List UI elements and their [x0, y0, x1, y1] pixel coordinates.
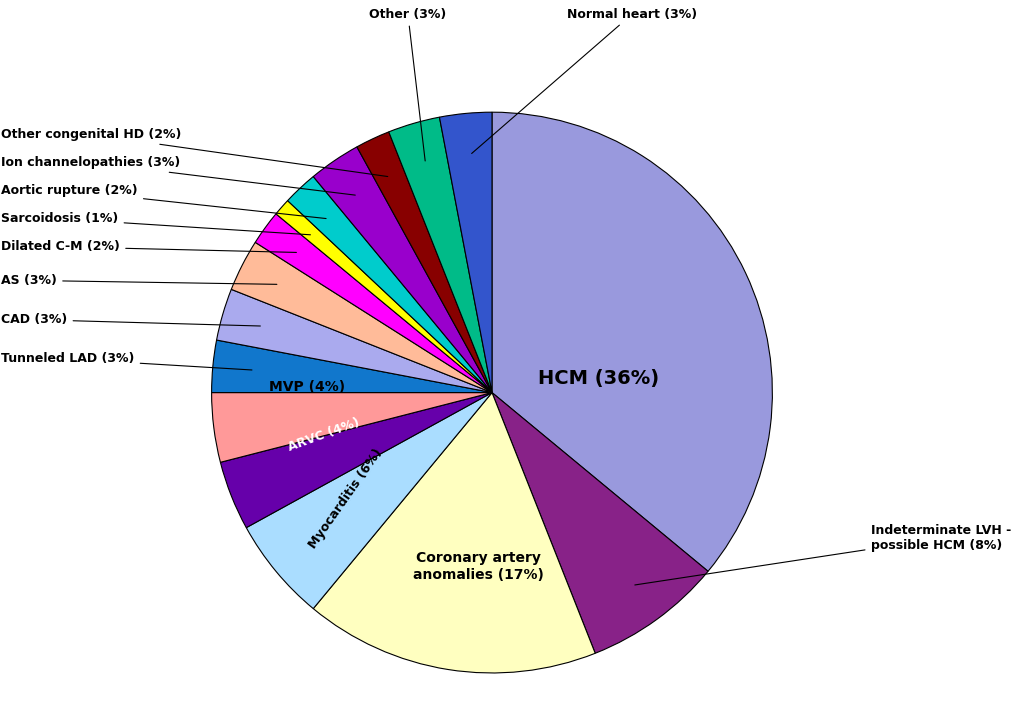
Wedge shape	[492, 392, 708, 653]
Text: Aortic rupture (2%): Aortic rupture (2%)	[1, 184, 326, 218]
Wedge shape	[492, 112, 772, 571]
Wedge shape	[220, 392, 492, 528]
Text: Indeterminate LVH -
possible HCM (8%): Indeterminate LVH - possible HCM (8%)	[635, 524, 1011, 585]
Wedge shape	[313, 392, 595, 673]
Wedge shape	[313, 147, 492, 392]
Text: ARVC (4%): ARVC (4%)	[286, 415, 361, 454]
Text: Normal heart (3%): Normal heart (3%)	[472, 8, 697, 153]
Wedge shape	[212, 340, 492, 392]
Text: Tunneled LAD (3%): Tunneled LAD (3%)	[1, 352, 252, 370]
Text: Ion channelopathies (3%): Ion channelopathies (3%)	[1, 156, 355, 195]
Text: Dilated C-M (2%): Dilated C-M (2%)	[1, 241, 296, 253]
Text: Other (3%): Other (3%)	[370, 8, 446, 161]
Wedge shape	[288, 177, 492, 392]
Wedge shape	[231, 242, 492, 392]
Text: Other congenital HD (2%): Other congenital HD (2%)	[1, 128, 388, 177]
Text: AS (3%): AS (3%)	[1, 274, 276, 287]
Wedge shape	[247, 392, 492, 609]
Text: Coronary artery
anomalies (17%): Coronary artery anomalies (17%)	[413, 551, 544, 581]
Wedge shape	[439, 112, 492, 392]
Wedge shape	[255, 214, 492, 392]
Text: Myocarditis (6%): Myocarditis (6%)	[307, 447, 386, 551]
Text: HCM (36%): HCM (36%)	[538, 369, 659, 388]
Text: CAD (3%): CAD (3%)	[1, 313, 260, 326]
Text: Sarcoidosis (1%): Sarcoidosis (1%)	[1, 212, 310, 235]
Wedge shape	[275, 200, 492, 392]
Wedge shape	[357, 132, 492, 392]
Wedge shape	[389, 117, 492, 392]
Wedge shape	[216, 289, 492, 392]
Text: MVP (4%): MVP (4%)	[269, 380, 345, 394]
Wedge shape	[212, 392, 492, 463]
